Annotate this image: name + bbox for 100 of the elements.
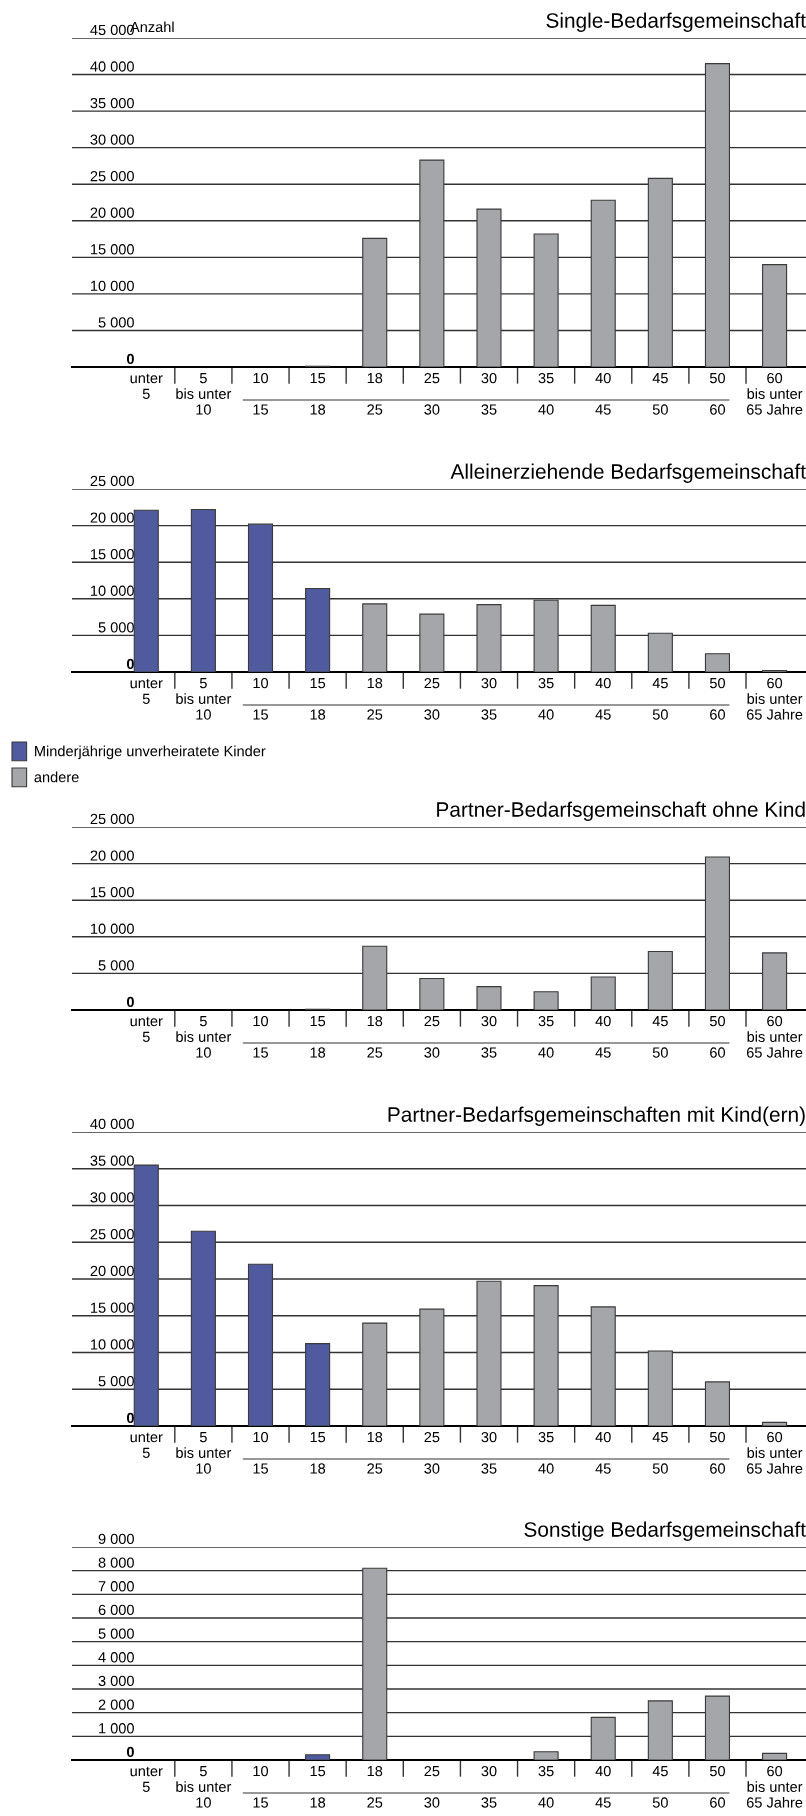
category-label: 35 40 — [538, 372, 554, 415]
y-tick-label: 10 000 — [91, 923, 134, 934]
category-label: 25 30 — [424, 677, 440, 720]
y-tick-label: 5 000 — [98, 317, 134, 328]
y-tick-label: 40 000 — [90, 1118, 134, 1130]
category-label: 15 18 — [310, 1766, 326, 1808]
y-tick-label: 25 000 — [90, 171, 134, 182]
y-tick-label: 20 000 — [90, 850, 134, 861]
category-label: 40 45 — [595, 1015, 611, 1058]
category-label: 10 15 — [253, 1015, 269, 1058]
chart-title: Partner-Bedarfsgemeinschaften mit Kind(ern) — [388, 1106, 805, 1126]
y-tick-label: 5 000 — [98, 622, 134, 633]
y-tick-label: 15 000 — [91, 886, 134, 898]
category-label: 50 60 — [709, 372, 725, 415]
y-tick-label: 0 — [126, 353, 134, 365]
y-tick-label: 10 000 — [91, 1339, 134, 1350]
x-tick-label: unter 5 — [130, 1766, 163, 1792]
legend-label: Minderjährige unverheiratete Kinder — [35, 745, 266, 760]
y-tick-label: 25 000 — [90, 1229, 134, 1240]
category-label: 25 30 — [424, 1431, 440, 1474]
y-tick-label: 15 000 — [91, 1302, 134, 1313]
y-tick-label: 35 000 — [90, 1155, 134, 1166]
x-tick-label: unter 5 — [130, 678, 163, 704]
category-label: 40 45 — [595, 677, 611, 720]
category-label: 35 40 — [538, 1431, 554, 1474]
category-label: 45 50 — [652, 373, 668, 415]
y-tick-label: 35 000 — [90, 97, 134, 109]
y-tick-label: 8 000 — [98, 1557, 134, 1568]
chart-title: Single-Bedarfsgemeinschaft — [546, 12, 806, 32]
y-tick-label: 15 000 — [91, 244, 134, 255]
y-tick-label: 25 000 — [90, 475, 134, 487]
y-tick-label: 30 000 — [90, 134, 134, 145]
category-label: 30 35 — [481, 1431, 497, 1474]
category-label: 45 50 — [652, 1766, 668, 1808]
category-label: 45 50 — [652, 1016, 668, 1058]
category-label: 30 35 — [481, 677, 497, 720]
category-label: 30 35 — [481, 372, 497, 415]
category-label: 10 15 — [253, 1765, 269, 1808]
y-tick-label: 15 000 — [91, 548, 134, 560]
category-label: 50 60 — [709, 677, 725, 720]
category-label: 15 18 — [310, 678, 326, 720]
y-tick-label: 0 — [126, 996, 134, 1008]
category-label: 30 35 — [481, 1765, 497, 1808]
category-label: 35 40 — [538, 677, 554, 720]
y-tick-label: 0 — [126, 1412, 134, 1424]
category-label: 18 25 — [367, 1765, 383, 1808]
category-label: 18 25 — [367, 1431, 383, 1474]
y-tick-label: 0 — [126, 1746, 134, 1758]
x-tick-label: 5 bis unter 10 — [176, 1016, 232, 1058]
y-tick-label: 5 000 — [98, 960, 134, 971]
category-label: 40 45 — [595, 1765, 611, 1808]
category-label: 10 15 — [253, 372, 269, 415]
category-label: 45 50 — [652, 678, 668, 720]
category-label: 50 60 — [709, 1015, 725, 1058]
x-tick-label: 5 bis unter 10 — [176, 678, 232, 720]
category-label: 18 25 — [367, 1015, 383, 1058]
x-tick-label: 5 bis unter 10 — [176, 373, 232, 415]
y-tick-label: 10 000 — [91, 280, 134, 292]
x-tick-label: 60 bis unter 65 Jahre — [746, 677, 803, 720]
x-tick-label: 60 bis unter 65 Jahre — [746, 1765, 803, 1808]
category-label: 45 50 — [652, 1432, 668, 1474]
x-tick-label: unter 5 — [130, 1432, 163, 1458]
x-tick-label: unter 5 — [130, 373, 163, 399]
y-tick-label: 20 000 — [90, 1265, 134, 1277]
y-tick-label: 10 000 — [91, 585, 134, 596]
category-label: 10 15 — [253, 1431, 269, 1474]
y-tick-label: 30 000 — [90, 1192, 134, 1203]
y-tick-label: 5 000 — [98, 1376, 134, 1387]
x-tick-label: 60 bis unter 65 Jahre — [746, 372, 803, 415]
y-tick-label: 3 000 — [98, 1675, 134, 1687]
category-label: 25 30 — [424, 1015, 440, 1058]
category-label: 40 45 — [595, 1431, 611, 1474]
y-tick-label: 2 000 — [98, 1699, 134, 1710]
y-tick-label: 4 000 — [98, 1652, 134, 1663]
category-label: 18 25 — [367, 372, 383, 415]
chart-title: Partner-Bedarfsgemeinschaft ohne Kind — [437, 801, 805, 821]
category-label: 18 25 — [367, 677, 383, 720]
chart-title: Sonstige Bedarfsgemeinschaft — [524, 1521, 806, 1541]
y-tick-label: 1 000 — [99, 1723, 134, 1734]
y-tick-label: 0 — [126, 658, 134, 670]
category-label: 50 60 — [709, 1431, 725, 1474]
category-label: 15 18 — [310, 1432, 326, 1474]
category-label: 35 40 — [538, 1765, 554, 1808]
category-label: 50 60 — [709, 1765, 725, 1808]
x-tick-label: 60 bis unter 65 Jahre — [746, 1015, 803, 1058]
chart-title: Alleinerziehende Bedarfsgemeinschaft — [450, 463, 806, 483]
category-label: 40 45 — [595, 372, 611, 415]
category-label: 15 18 — [310, 373, 326, 415]
category-label: 25 30 — [424, 1765, 440, 1808]
category-label: 25 30 — [424, 372, 440, 415]
category-label: 10 15 — [253, 677, 269, 720]
y-tick-label: 7 000 — [98, 1581, 134, 1592]
y-tick-label: 20 000 — [90, 512, 134, 523]
x-tick-label: unter 5 — [130, 1016, 163, 1042]
legend-label: andere — [34, 771, 79, 783]
category-label: 15 18 — [310, 1016, 326, 1058]
y-tick-label: 40 000 — [90, 61, 134, 72]
y-tick-label: 20 000 — [90, 207, 134, 218]
x-tick-label: 5 bis unter 10 — [176, 1766, 232, 1808]
y-tick-label: 6 000 — [98, 1604, 134, 1616]
